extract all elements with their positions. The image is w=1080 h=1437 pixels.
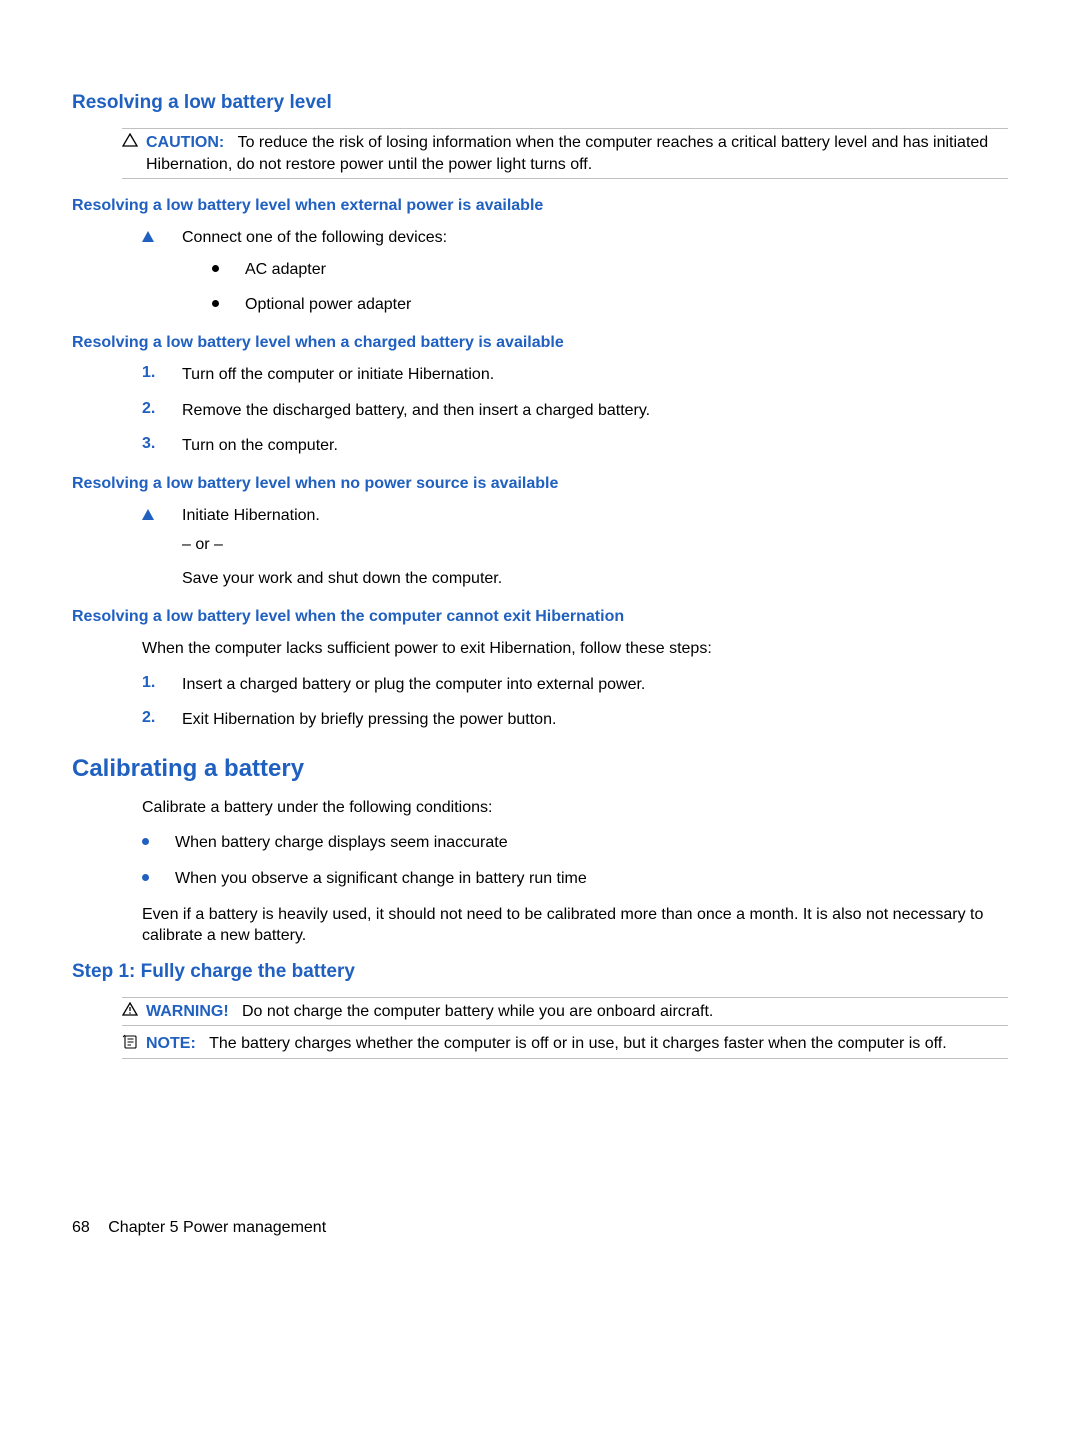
heading-no-power: Resolving a low battery level when no po… [72,475,1008,493]
bullet-icon [142,874,149,881]
connect-devices-text: Connect one of the following devices: [182,227,447,249]
heading-external-power: Resolving a low battery level when exter… [72,197,1008,215]
calibrate-tail: Even if a battery is heavily used, it sh… [142,904,1008,947]
sub-bullet-text: Optional power adapter [245,294,411,316]
triangle-bullet-row: Connect one of the following devices: [142,227,1008,249]
page-footer: 68 Chapter 5 Power management [72,1219,326,1237]
heading-charged-battery: Resolving a low battery level when a cha… [72,334,1008,352]
heading-resolving-low-battery: Resolving a low battery level [72,92,1008,114]
bullet-icon [142,838,149,845]
hibernate-text: Initiate Hibernation. [182,505,320,527]
note-label: NOTE: [146,1035,196,1052]
step-text: Remove the discharged battery, and then … [182,400,650,422]
step-number: 3. [142,435,182,453]
warning-callout: WARNING! Do not charge the computer batt… [122,997,1008,1027]
note-body: The battery charges whether the computer… [209,1035,947,1052]
note-callout: NOTE: The battery charges whether the co… [122,1030,1008,1059]
chapter-label: Chapter 5 Power management [108,1219,326,1236]
step-number: 2. [142,709,182,727]
numbered-step-row: 1. Insert a charged battery or plug the … [142,674,1008,696]
heading-calibrating-battery: Calibrating a battery [72,755,1008,783]
warning-text: WARNING! Do not charge the computer batt… [146,1001,713,1023]
caution-text: CAUTION: To reduce the risk of losing in… [146,132,1008,175]
triangle-bullet-row: Initiate Hibernation. [142,505,1008,527]
section4-intro: When the computer lacks sufficient power… [142,638,1008,660]
numbered-step-row: 1. Turn off the computer or initiate Hib… [142,364,1008,386]
bullet-icon [212,265,219,272]
caution-label: CAUTION: [146,134,224,151]
numbered-step-row: 3. Turn on the computer. [142,435,1008,457]
heading-step1: Step 1: Fully charge the battery [72,961,1008,983]
bullet-row: When you observe a significant change in… [142,868,1008,890]
note-icon [122,1033,146,1053]
or-separator: – or – [182,536,1008,554]
sub-bullet-row: AC adapter [212,259,1008,281]
note-text: NOTE: The battery charges whether the co… [146,1033,947,1055]
calibrate-intro: Calibrate a battery under the following … [142,797,1008,819]
triangle-icon [142,509,154,520]
step-text: Turn off the computer or initiate Hibern… [182,364,494,386]
sub-bullet-row: Optional power adapter [212,294,1008,316]
step-number: 1. [142,364,182,382]
bullet-text: When you observe a significant change in… [175,868,587,890]
step-text: Insert a charged battery or plug the com… [182,674,645,696]
step-text: Turn on the computer. [182,435,338,457]
bullet-icon [212,300,219,307]
warning-label: WARNING! [146,1003,229,1020]
caution-callout: CAUTION: To reduce the risk of losing in… [122,128,1008,179]
caution-icon [122,132,146,152]
bullet-row: When battery charge displays seem inaccu… [142,832,1008,854]
numbered-step-row: 2. Exit Hibernation by briefly pressing … [142,709,1008,731]
step-number: 2. [142,400,182,418]
step-number: 1. [142,674,182,692]
bullet-text: When battery charge displays seem inaccu… [175,832,508,854]
caution-body: To reduce the risk of losing information… [146,134,988,173]
sub-bullet-text: AC adapter [245,259,326,281]
page-number: 68 [72,1219,90,1236]
document-page: Resolving a low battery level CAUTION: T… [0,0,1080,1437]
heading-cannot-exit-hibernation: Resolving a low battery level when the c… [72,608,1008,626]
save-work-text: Save your work and shut down the compute… [182,568,1008,590]
triangle-icon [142,231,154,242]
warning-body: Do not charge the computer battery while… [242,1003,713,1020]
step-text: Exit Hibernation by briefly pressing the… [182,709,556,731]
numbered-step-row: 2. Remove the discharged battery, and th… [142,400,1008,422]
warning-icon [122,1001,146,1021]
